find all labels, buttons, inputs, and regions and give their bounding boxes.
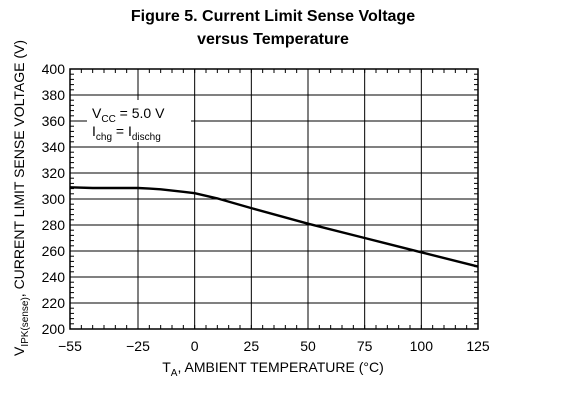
x-axis-label-sub: A [171, 368, 178, 379]
y-tick-label: 220 [42, 295, 66, 311]
x-axis-label-main: T [162, 359, 171, 375]
y-tick-label: 320 [42, 165, 66, 181]
x-tick-label: 50 [300, 338, 316, 354]
annotation-ichg-main: I [92, 123, 96, 139]
x-axis-label-rest: , AMBIENT TEMPERATURE (°C) [177, 359, 383, 375]
grid [70, 69, 478, 329]
y-axis-label-main: V [11, 346, 27, 356]
chart-title-line-2: versus Temperature [197, 31, 349, 48]
y-tick-labels: 200 220 240 260 280 300 320 340 360 380 400 [42, 61, 66, 337]
x-tick-label: 25 [244, 338, 260, 354]
y-tick-label: 240 [42, 269, 66, 285]
x-tick-label: 100 [410, 338, 434, 354]
annotation-vcc-sub: CC [101, 114, 115, 125]
x-axis-label: TA, AMBIENT TEMPERATURE (°C) [162, 359, 384, 379]
plot-frame [69, 68, 479, 330]
annotation-vcc-rest: = 5.0 V [116, 105, 165, 121]
x-tick-label: 0 [191, 338, 199, 354]
annotation-current: Ichg = Idischg [92, 123, 161, 143]
y-axis-label-sub: IPK(sense) [20, 297, 31, 346]
annotation-box: VCC = 5.0 V Ichg = Idischg [87, 100, 191, 143]
series-line [69, 186, 479, 268]
y-tick-label: 200 [42, 321, 66, 337]
annotation-ichg-sub: chg [96, 132, 112, 143]
x-tick-label: −25 [126, 338, 150, 354]
y-tick-label: 340 [42, 139, 66, 155]
y-tick-label: 280 [42, 217, 66, 233]
annotation-idischg-sub: dischg [132, 132, 161, 143]
annotation-vcc-main: V [92, 105, 102, 121]
annotation-vcc: VCC = 5.0 V [92, 105, 165, 125]
x-tick-label: 125 [466, 338, 490, 354]
y-tick-label: 380 [42, 87, 66, 103]
y-tick-label: 360 [42, 113, 66, 129]
x-tick-labels: −55 −25 0 25 50 75 100 125 [58, 338, 490, 354]
y-axis-label: VIPK(sense), CURRENT LIMIT SENSE VOLTAGE… [11, 40, 31, 356]
y-tick-label: 300 [42, 191, 66, 207]
x-tick-label: 75 [357, 338, 373, 354]
chart-title-line-1: Figure 5. Current Limit Sense Voltage [131, 8, 415, 25]
y-axis-label-rest: , CURRENT LIMIT SENSE VOLTAGE (V) [11, 40, 27, 297]
x-tick-label: −55 [58, 338, 82, 354]
annotation-background [87, 100, 191, 142]
y-tick-label: 400 [42, 61, 66, 77]
annotation-ichg-rest: = I [112, 123, 132, 139]
y-tick-label: 260 [42, 243, 66, 259]
